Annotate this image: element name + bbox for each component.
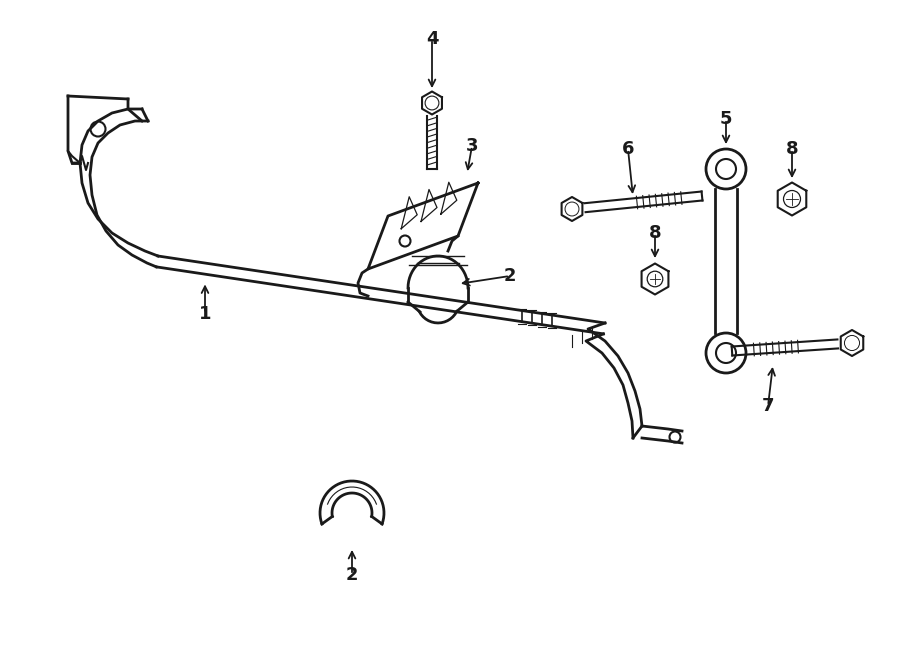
Text: 2: 2: [346, 566, 358, 584]
Text: 5: 5: [720, 110, 733, 128]
Text: 3: 3: [466, 137, 478, 155]
Text: 1: 1: [199, 305, 212, 323]
Text: 8: 8: [649, 224, 662, 242]
Text: 8: 8: [786, 140, 798, 158]
Text: 4: 4: [426, 30, 438, 48]
Text: 2: 2: [504, 267, 517, 285]
Text: 6: 6: [622, 140, 634, 158]
Text: 7: 7: [761, 397, 774, 415]
